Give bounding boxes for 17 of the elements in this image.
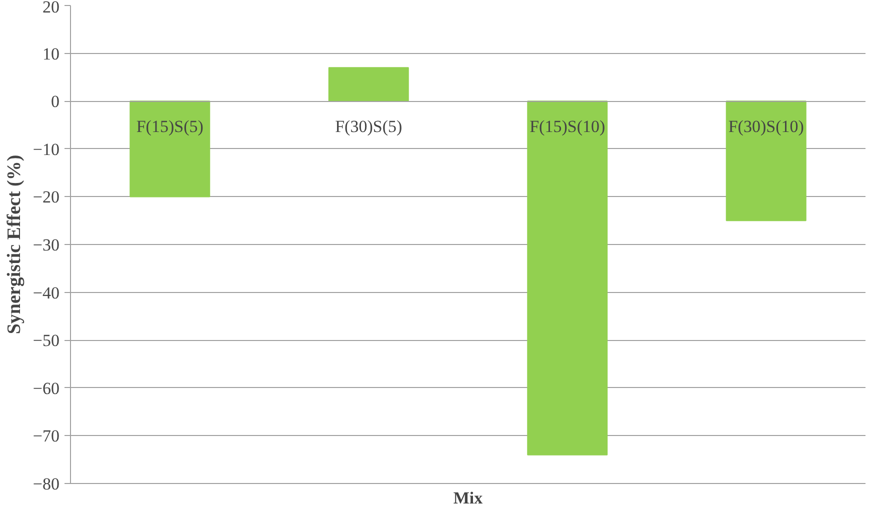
x-tick-label: F(15)S(10) (530, 117, 606, 136)
y-tick-label: −40 (32, 283, 60, 302)
x-tick-label: F(30)S(10) (728, 117, 804, 136)
x-axis-title: Mix (453, 488, 484, 508)
x-tick-label: F(30)S(5) (335, 117, 402, 136)
y-tick-label: −20 (32, 188, 60, 207)
y-tick-label: −50 (32, 331, 60, 350)
y-tick-label: 10 (42, 44, 60, 64)
x-tick-label: F(15)S(5) (136, 117, 204, 136)
y-axis-title: Synergistic Effect (%) (4, 154, 25, 334)
y-tick-label: −10 (32, 140, 60, 159)
y-tick-label: −30 (32, 236, 60, 254)
y-tick-label: −80 (32, 474, 60, 494)
y-tick-label: −70 (32, 426, 60, 446)
y-tick-label: 0 (51, 92, 60, 112)
y-tick-label: −60 (32, 378, 60, 398)
y-tick-label: 20 (42, 0, 60, 16)
